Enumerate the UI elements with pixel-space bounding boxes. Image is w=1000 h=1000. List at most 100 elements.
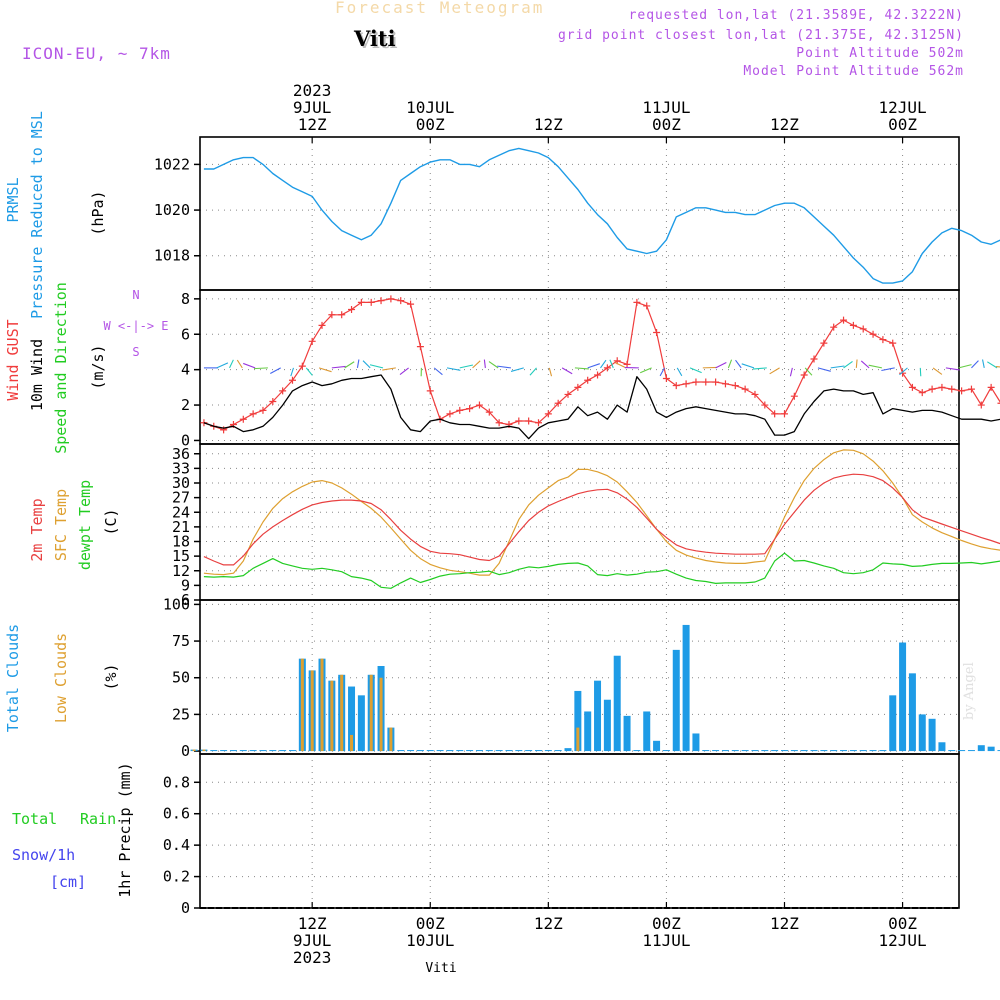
total-cloud-bar xyxy=(515,750,523,752)
gust-marker xyxy=(446,410,454,418)
wind-direction-arrow xyxy=(548,367,553,377)
snow-label: Snow/1h xyxy=(12,846,75,864)
time-label-top: 10JUL xyxy=(406,98,454,117)
y-tick-label: 4 xyxy=(181,361,190,379)
total-clouds-label: Total Clouds xyxy=(4,624,22,732)
gust-marker xyxy=(948,385,956,393)
total-cloud-bar xyxy=(761,750,769,752)
gust-marker xyxy=(938,383,946,391)
y-tick-label: 30 xyxy=(172,474,190,492)
wind-direction-arrow xyxy=(253,367,268,370)
gust-marker xyxy=(338,311,346,319)
time-label-top: 12JUL xyxy=(878,98,926,117)
gust-marker xyxy=(584,376,592,384)
gust-label: Wind GUST xyxy=(4,319,22,400)
wind-direction-arrow xyxy=(318,367,332,373)
total-cloud-bar xyxy=(220,750,228,752)
low-cloud-bar xyxy=(310,670,314,752)
time-label-bottom: 00Z xyxy=(888,914,917,933)
y-tick-label: 12 xyxy=(172,562,190,580)
total-cloud-bar xyxy=(653,740,661,752)
low-cloud-bar xyxy=(320,658,324,752)
total-cloud-bar xyxy=(672,649,680,752)
wind-unit: (m/s) xyxy=(89,344,107,389)
wind-direction-arrow xyxy=(609,359,614,369)
model-altitude: Model Point Altitude 562m xyxy=(743,64,964,79)
station-name: Viti xyxy=(354,26,396,51)
total-cloud-bar xyxy=(446,750,454,752)
time-label-top: 2023 xyxy=(293,81,332,100)
low-cloud-bar xyxy=(369,674,373,752)
total-cloud-bar xyxy=(830,750,838,752)
total-cloud-bar xyxy=(456,750,464,752)
clouds-panel xyxy=(190,599,1000,755)
gust-marker xyxy=(259,406,267,414)
gust-marker xyxy=(977,401,985,409)
y-tick-label: 2 xyxy=(181,396,190,414)
wind-direction-arrow xyxy=(958,364,972,369)
total-cloud-bar xyxy=(889,695,897,752)
wind-direction-arrow xyxy=(868,364,883,369)
y-tick-label: 18 xyxy=(172,533,190,551)
gust-marker xyxy=(899,369,907,377)
total-cloud-bar xyxy=(269,750,277,752)
total-cloud-bar xyxy=(879,750,887,752)
time-label-top: 12Z xyxy=(770,115,799,134)
total-cloud-bar xyxy=(534,750,542,752)
wind-direction-arrow xyxy=(382,367,396,371)
gust-marker xyxy=(466,405,474,413)
total-cloud-bar xyxy=(692,733,700,752)
gust-marker xyxy=(623,360,631,368)
total-cloud-bar xyxy=(544,750,552,752)
total-cloud-bar xyxy=(987,746,995,752)
gust-marker xyxy=(367,298,375,306)
rain-label-total: Total xyxy=(12,810,57,828)
wind-line xyxy=(203,374,1000,440)
gust-marker xyxy=(702,378,710,386)
total-cloud-bar xyxy=(623,715,631,752)
gust-marker xyxy=(298,362,306,370)
footer-station-name: Viti xyxy=(425,961,456,976)
total-cloud-bar xyxy=(958,750,966,752)
meteogram-title: Forecast Meteogram xyxy=(335,0,545,17)
y-tick-label: 21 xyxy=(172,518,190,536)
wind-direction-arrow xyxy=(987,361,998,369)
total-cloud-bar xyxy=(800,750,808,752)
wind-direction-arrow xyxy=(860,360,870,369)
wind-direction-arrow xyxy=(855,359,858,368)
snow-unit: [cm] xyxy=(50,873,86,891)
low-cloud-bar xyxy=(576,727,580,752)
gust-marker xyxy=(387,295,395,303)
total-cloud-bar xyxy=(564,748,572,752)
gust-marker xyxy=(780,410,788,418)
gust-marker xyxy=(249,410,257,418)
total-cloud-bar xyxy=(574,690,582,752)
total-cloud-bar xyxy=(466,750,474,752)
y-tick-label: 0.6 xyxy=(163,805,190,823)
time-label-top: 12Z xyxy=(298,115,327,134)
total-cloud-bar xyxy=(682,624,690,752)
gust-marker xyxy=(269,398,277,406)
total-cloud-bar xyxy=(357,695,365,752)
wind-direction-arrow xyxy=(727,359,733,369)
time-label-top: 9JUL xyxy=(293,98,332,117)
total-cloud-bar xyxy=(633,750,641,752)
y-tick-label: 0.4 xyxy=(163,836,190,854)
pressure-label: Pressure Reduced to MSL xyxy=(28,111,46,319)
total-cloud-bar xyxy=(938,742,946,752)
wind-direction-arrow xyxy=(982,359,985,368)
time-label-top: 11JUL xyxy=(642,98,690,117)
gust-marker xyxy=(662,375,670,383)
wind-direction-arrow xyxy=(881,367,895,372)
wind-direction-arrow xyxy=(362,360,371,369)
total-cloud-bar xyxy=(426,750,434,752)
time-label-bottom: 12Z xyxy=(770,914,799,933)
gust-marker xyxy=(731,382,739,390)
wind-direction-arrow xyxy=(995,366,1000,368)
wind-direction-arrow xyxy=(600,359,607,369)
total-cloud-bar xyxy=(790,750,798,752)
wind-direction-arrow xyxy=(472,360,481,369)
gust-marker xyxy=(348,305,356,313)
gust-marker xyxy=(830,323,838,331)
total-cloud-bar xyxy=(594,680,602,752)
